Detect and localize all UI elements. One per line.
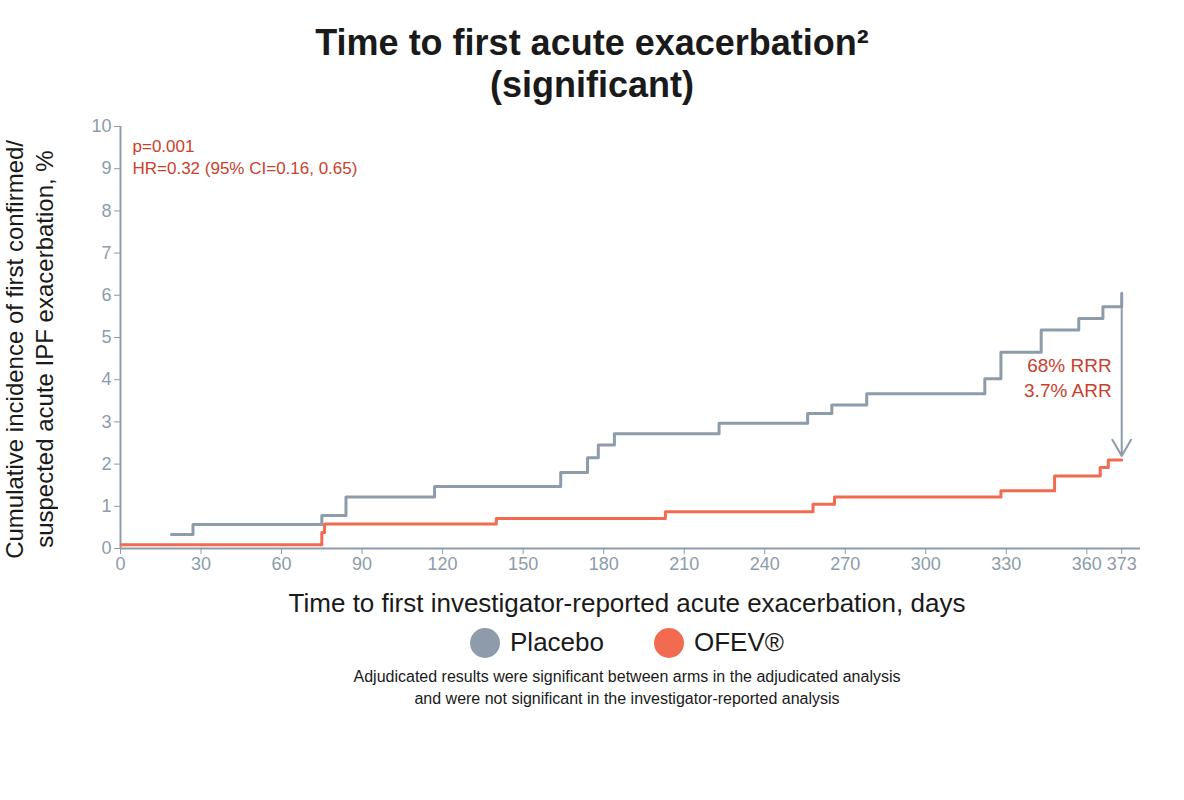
svg-text:180: 180 <box>589 554 619 574</box>
svg-text:10: 10 <box>91 116 111 136</box>
svg-text:5: 5 <box>101 327 111 347</box>
html-text:Time to first acute exacerbati: Time to first acute exacerbation² <box>315 22 869 63</box>
svg-text:7: 7 <box>101 243 111 263</box>
html-text:Adjudicated results were signi: Adjudicated results were significant bet… <box>353 668 901 707</box>
svg-text:240: 240 <box>750 554 780 574</box>
svg-text:68% RRR3.7% ARR: 68% RRR3.7% ARR <box>1024 355 1112 401</box>
html-text:Placebo: Placebo <box>510 627 604 657</box>
html-text:(significant): (significant) <box>490 64 694 105</box>
svg-text:p=0.001HR=0.32 (95% CI=0.16, 0: p=0.001HR=0.32 (95% CI=0.16, 0.65) <box>133 137 358 178</box>
svg-text:300: 300 <box>911 554 941 574</box>
svg-text:120: 120 <box>428 554 458 574</box>
svg-text:1: 1 <box>101 496 111 516</box>
html-text:OFEV®: OFEV® <box>694 627 784 657</box>
svg-text:6: 6 <box>101 285 111 305</box>
svg-text:0: 0 <box>115 554 125 574</box>
svg-text:150: 150 <box>508 554 538 574</box>
svg-text:210: 210 <box>669 554 699 574</box>
svg-text:0: 0 <box>101 538 111 558</box>
svg-text:8: 8 <box>101 201 111 221</box>
svg-text:3: 3 <box>101 412 111 432</box>
html-text:Time to first investigator-rep: Time to first investigator-reported acut… <box>288 588 966 618</box>
svg-text:330: 330 <box>991 554 1021 574</box>
svg-text:2: 2 <box>101 454 111 474</box>
svg-text:270: 270 <box>830 554 860 574</box>
html-text:Cumulative incidence of first: Cumulative incidence of first confirmed/… <box>1 139 58 559</box>
svg-text:90: 90 <box>352 554 372 574</box>
svg-text:60: 60 <box>272 554 292 574</box>
svg-text:9: 9 <box>101 158 111 178</box>
svg-text:373: 373 <box>1107 554 1137 574</box>
svg-text:360: 360 <box>1072 554 1102 574</box>
svg-text:4: 4 <box>101 369 111 389</box>
svg-text:30: 30 <box>191 554 211 574</box>
